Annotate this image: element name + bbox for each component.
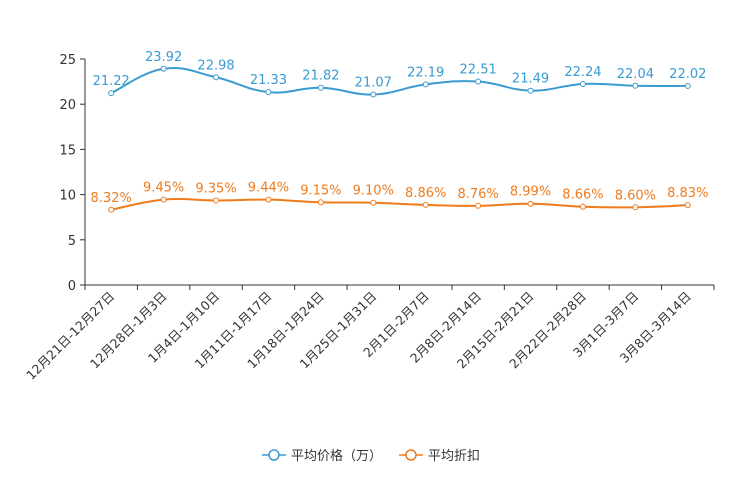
data-point [317,84,324,91]
data-label: 21.82 [302,69,339,84]
data-label: 8.99% [510,185,551,200]
y-tick-label: 15 [59,143,76,158]
data-point [579,80,586,87]
data-label: 21.49 [512,72,549,87]
data-point [160,196,167,203]
data-point [422,81,429,88]
data-label: 22.24 [564,65,601,80]
data-point [632,204,639,211]
data-label: 8.83% [667,186,708,201]
data-label: 22.04 [617,67,654,82]
data-point [213,197,220,204]
legend-marker-1 [405,449,417,461]
y-tick-label: 5 [68,234,76,249]
data-point [265,196,272,203]
y-tick-label: 25 [59,53,76,68]
x-tick-label: 12月21日-12月27日 [23,289,117,383]
legend-marker-0 [268,449,280,461]
data-point [684,202,691,209]
data-label: 8.86% [405,186,446,201]
data-label: 21.22 [93,74,130,89]
data-label: 9.45% [143,181,184,196]
y-tick-label: 0 [68,279,76,294]
data-label: 8.76% [457,187,498,202]
data-label: 22.51 [460,63,497,78]
data-point [370,91,377,98]
data-label: 21.07 [355,76,392,91]
legend-label-1: 平均折扣 [428,449,480,464]
data-point [632,82,639,89]
series-line-0 [110,67,688,96]
series-line-1 [111,197,688,211]
data-label: 8.66% [562,188,603,203]
data-point [527,200,534,207]
y-tick-label: 20 [59,98,76,113]
data-label: 22.98 [197,58,234,73]
data-label: 9.10% [353,184,394,199]
data-label: 22.02 [669,67,706,82]
data-point [370,199,377,206]
data-label: 9.44% [248,181,289,196]
data-point [108,206,115,213]
data-point [265,89,272,96]
data-label: 8.32% [91,191,132,206]
data-point [108,90,115,97]
data-point [684,82,691,89]
data-point [475,78,482,85]
data-point [579,203,586,210]
data-point [475,202,482,209]
data-label: 9.15% [300,183,341,198]
data-point [160,65,167,72]
data-point [422,201,429,208]
data-label: 8.60% [615,188,656,203]
data-point [527,87,534,94]
y-tick-label: 10 [59,189,76,204]
data-label: 9.35% [195,181,236,196]
data-label: 21.33 [250,73,287,88]
data-label: 23.92 [145,50,182,65]
data-point [317,199,324,206]
data-point [213,74,220,81]
data-label: 22.19 [407,65,444,80]
legend-label-0: 平均价格（万） [291,448,382,464]
